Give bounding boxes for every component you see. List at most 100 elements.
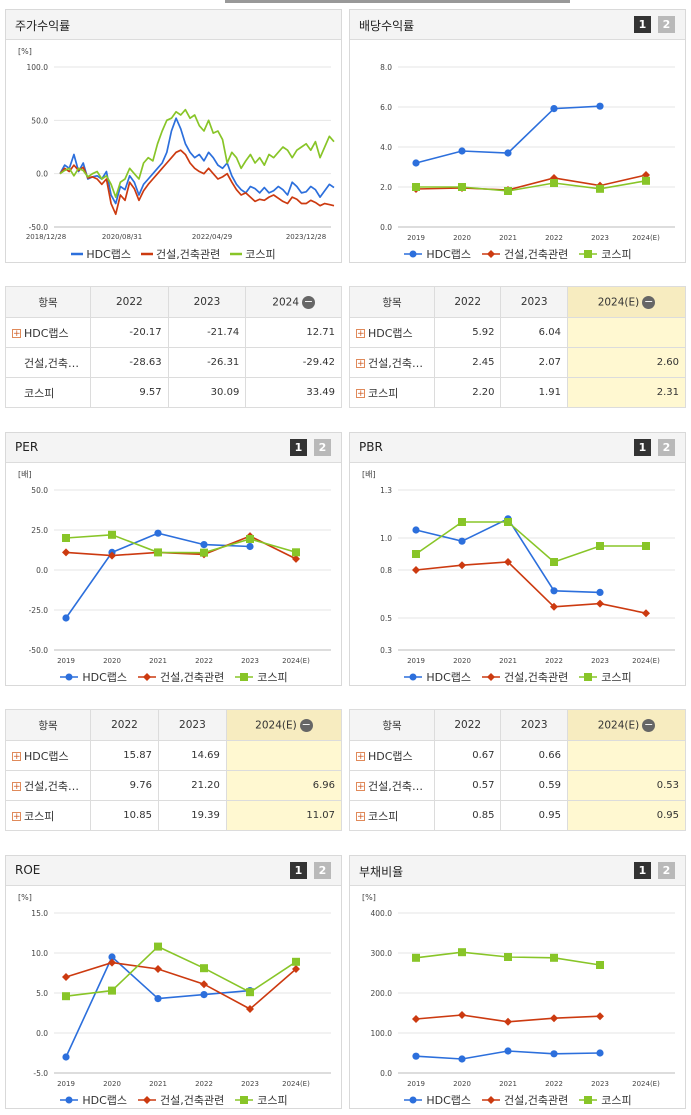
x-tick-label: 2023/12/28 bbox=[286, 233, 326, 241]
value-cell: 33.49 bbox=[245, 377, 342, 408]
legend-item-kospi[interactable]: 코스피 bbox=[234, 669, 288, 685]
legend-item-con[interactable]: 건설,건축관련 bbox=[481, 669, 568, 685]
x-tick-label: 2019 bbox=[407, 234, 425, 242]
row-name: 코스피 bbox=[368, 809, 399, 823]
series-line-kospi bbox=[65, 533, 297, 554]
header-label: 2024(E) bbox=[255, 719, 297, 731]
legend-swatch bbox=[482, 1096, 501, 1104]
legend-label: HDC랩스 bbox=[426, 671, 472, 684]
panel-header: 부채비율 1 2 bbox=[350, 856, 685, 886]
header-label: 2022 bbox=[454, 296, 482, 308]
y-tick-label: 200.0 bbox=[371, 989, 393, 998]
value-cell: 6.96 bbox=[225, 770, 343, 801]
header-label: 2024 bbox=[272, 296, 300, 308]
view-1-button[interactable]: 1 bbox=[290, 862, 307, 879]
legend-item-con[interactable]: 건설,건축관련 bbox=[137, 669, 224, 685]
series-line-kospi bbox=[416, 180, 647, 192]
data-point-kospi bbox=[154, 942, 162, 951]
table-header-cell: 2023 bbox=[157, 709, 227, 741]
header-label: 2023 bbox=[520, 719, 548, 731]
expand-plus-icon[interactable]: + bbox=[356, 389, 365, 399]
expand-plus-icon[interactable]: + bbox=[356, 782, 365, 792]
view-2-button[interactable]: 2 bbox=[314, 862, 331, 879]
data-point-kospi bbox=[200, 964, 208, 973]
unit-label: [배] bbox=[362, 470, 376, 479]
y-tick-label: 6.0 bbox=[380, 103, 392, 112]
legend-item-hdc[interactable]: HDC랩스 bbox=[59, 1092, 127, 1108]
view-2-button[interactable]: 2 bbox=[658, 862, 675, 879]
value-cell: 0.95 bbox=[500, 800, 568, 831]
view-1-button[interactable]: 1 bbox=[634, 16, 651, 33]
series-line-con bbox=[65, 961, 297, 1010]
expand-plus-icon[interactable]: + bbox=[12, 782, 21, 792]
expand-plus-icon[interactable]: + bbox=[12, 752, 21, 762]
value-cell: 15.87 bbox=[90, 740, 159, 771]
panel-title: PER bbox=[15, 440, 39, 454]
legend-item-hdc[interactable]: HDC랩스 bbox=[59, 669, 127, 685]
legend-item-kospi[interactable]: 코스피 bbox=[578, 1092, 632, 1108]
panel-title: 주가수익률 bbox=[15, 19, 71, 33]
data-point-hdc bbox=[596, 588, 604, 596]
legend-swatch bbox=[404, 673, 423, 681]
expand-plus-icon[interactable]: + bbox=[356, 329, 365, 339]
legend-label: HDC랩스 bbox=[426, 1094, 472, 1107]
data-point-con bbox=[550, 1014, 558, 1023]
legend-item-con[interactable]: 건설,건축관련 bbox=[481, 246, 568, 262]
data-point-kospi bbox=[504, 953, 512, 961]
expand-plus-icon[interactable]: + bbox=[356, 752, 365, 762]
legend-item-con[interactable]: 건설,건축관련 bbox=[137, 1092, 224, 1108]
dividend-yield-table: 항목 2022 2023 2024(E) − + HDC랩스 5.92 6.04 + 건설,건축… 2… bbox=[349, 286, 687, 408]
data-point-con bbox=[458, 1011, 466, 1019]
expand-plus-icon[interactable]: + bbox=[12, 812, 21, 822]
value-cell bbox=[566, 740, 687, 771]
x-tick-label: 2019 bbox=[407, 1080, 425, 1088]
x-tick-label: 2020 bbox=[453, 1080, 471, 1088]
data-point-kospi bbox=[412, 183, 420, 191]
legend-item-con[interactable]: 건설,건축관련 bbox=[141, 246, 220, 262]
data-point-hdc bbox=[550, 1050, 558, 1058]
view-2-button[interactable]: 2 bbox=[658, 439, 675, 456]
table-header-cell: 항목 bbox=[5, 286, 91, 318]
legend-item-kospi[interactable]: 코스피 bbox=[234, 1092, 288, 1108]
collapse-icon[interactable]: − bbox=[642, 717, 656, 732]
top-scroll-indicator bbox=[225, 0, 570, 3]
data-point-kospi bbox=[292, 548, 300, 557]
table-header-row: 항목 2022 2023 2024(E) − bbox=[5, 709, 343, 741]
expand-plus-icon[interactable]: + bbox=[12, 329, 21, 339]
data-point-kospi bbox=[246, 988, 254, 997]
y-tick-label: 0.3 bbox=[380, 646, 392, 655]
expand-plus-icon[interactable]: + bbox=[356, 812, 365, 822]
legend-item-hdc[interactable]: HDC랩스 bbox=[403, 246, 471, 262]
data-point-kospi bbox=[504, 518, 512, 526]
y-tick-label: 1.0 bbox=[380, 534, 392, 543]
view-2-button[interactable]: 2 bbox=[658, 16, 675, 33]
legend-item-hdc[interactable]: HDC랩스 bbox=[403, 669, 471, 685]
legend-item-hdc[interactable]: HDC랩스 bbox=[71, 246, 131, 262]
value-cell: 21.20 bbox=[157, 770, 227, 801]
legend-swatch bbox=[138, 673, 157, 681]
legend-item-con[interactable]: 건설,건축관련 bbox=[481, 1092, 568, 1108]
y-tick-label: 50.0 bbox=[31, 116, 48, 125]
x-tick-label: 2024(E) bbox=[632, 234, 660, 242]
collapse-icon[interactable]: − bbox=[302, 294, 316, 309]
row-name-cell: + HDC랩스 bbox=[349, 317, 435, 348]
expand-plus-icon[interactable]: + bbox=[356, 359, 365, 369]
view-1-button[interactable]: 1 bbox=[634, 862, 651, 879]
x-tick-label: 2020/08/31 bbox=[102, 233, 142, 241]
x-tick-label: 2022 bbox=[195, 1080, 213, 1088]
legend-item-kospi[interactable]: 코스피 bbox=[578, 246, 632, 262]
legend-item-kospi[interactable]: 코스피 bbox=[230, 246, 276, 262]
legend-label: 코스피 bbox=[601, 1094, 632, 1107]
view-2-button[interactable]: 2 bbox=[314, 439, 331, 456]
value-cell: 11.07 bbox=[225, 800, 343, 831]
legend-item-kospi[interactable]: 코스피 bbox=[578, 669, 632, 685]
legend-item-hdc[interactable]: HDC랩스 bbox=[403, 1092, 471, 1108]
value-cell: 30.09 bbox=[167, 377, 247, 408]
legend-label: 코스피 bbox=[601, 248, 632, 261]
collapse-icon[interactable]: − bbox=[642, 294, 656, 309]
view-1-button[interactable]: 1 bbox=[634, 439, 651, 456]
table-header-cell: 항목 bbox=[349, 286, 435, 318]
view-1-button[interactable]: 1 bbox=[290, 439, 307, 456]
collapse-icon[interactable]: − bbox=[299, 717, 313, 732]
data-point-hdc bbox=[504, 1047, 512, 1055]
